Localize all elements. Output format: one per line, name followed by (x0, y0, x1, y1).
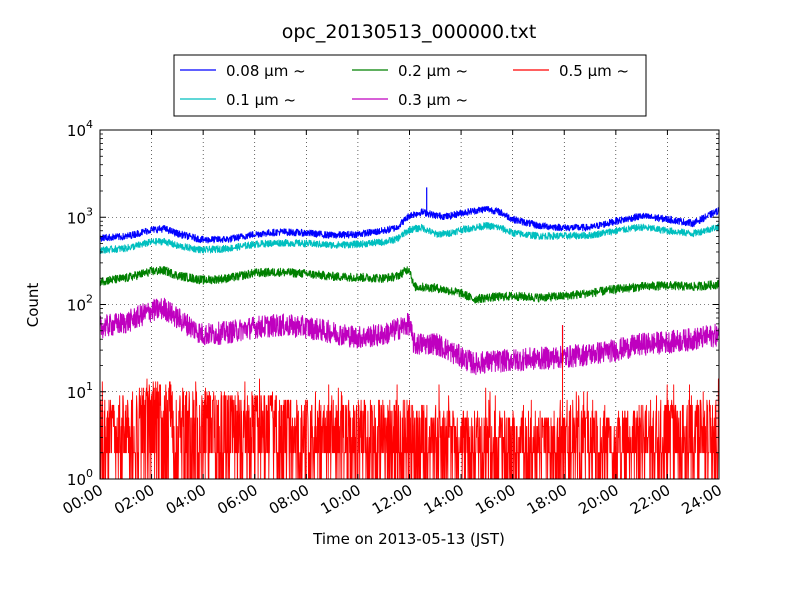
series-line (99, 297, 720, 376)
y-tick-label: 100 (67, 467, 93, 489)
y-tick-base: 10 (67, 209, 86, 227)
axis-ticks (99, 129, 720, 480)
y-tick-base: 10 (67, 297, 86, 315)
y-tick-label: 104 (67, 118, 93, 140)
x-axis-label: Time on 2013-05-13 (JST) (312, 530, 505, 548)
y-tick-exponent: 4 (86, 118, 93, 131)
y-tick-base: 10 (67, 384, 86, 402)
legend-label: 0.5 μm ~ (559, 62, 629, 80)
series-line (99, 266, 720, 304)
y-tick-base: 10 (67, 471, 86, 489)
y-tick-label: 103 (67, 205, 93, 227)
series-layer (99, 187, 720, 480)
legend-label: 0.1 μm ~ (226, 91, 296, 109)
y-tick-exponent: 2 (86, 293, 93, 306)
y-tick-base: 10 (67, 122, 86, 140)
chart-title: opc_20130513_000000.txt (282, 21, 537, 43)
legend-label: 0.08 μm ~ (226, 62, 306, 80)
y-axis-label: Count (24, 283, 42, 328)
y-tick-label: 102 (67, 293, 93, 315)
series-line (99, 222, 720, 254)
legend-label: 0.3 μm ~ (398, 91, 468, 109)
legend-box (173, 54, 647, 117)
y-tick-label: 101 (67, 380, 93, 402)
y-tick-exponent: 1 (86, 380, 93, 393)
legend: 0.08 μm ~ 0.1 μm ~ 0.2 μm ~ 0.3 μm ~ 0.5 μm … (173, 54, 647, 117)
y-tick-exponent: 3 (86, 205, 93, 218)
legend-label: 0.2 μm ~ (398, 62, 468, 80)
series-line (99, 205, 720, 244)
y-tick-exponent: 0 (86, 467, 93, 480)
